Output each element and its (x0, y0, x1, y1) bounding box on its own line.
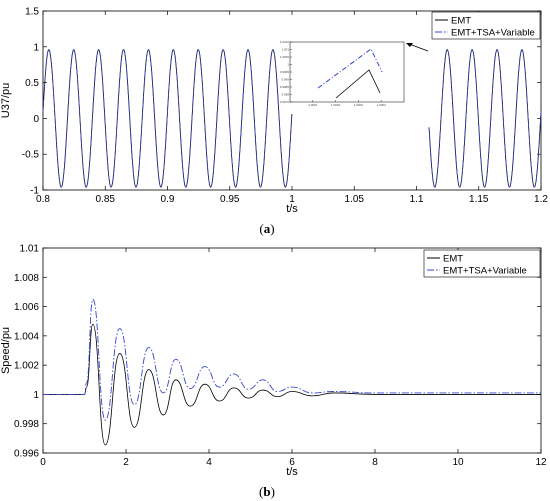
panel-b-series-emt-line (42, 323, 541, 446)
panel-b-legend-label-1: EMT (443, 254, 463, 265)
inset-y-tick-label: 0.9985 (280, 85, 290, 89)
inset-y-tick-label: 0.9995 (280, 70, 290, 74)
panel-a-series-emt-tsa-variable-line (42, 49, 542, 188)
panel-b-legend-label-2: EMT+TSA+Variable (443, 266, 527, 277)
panel-a-caption-letter: a (264, 221, 271, 236)
panel-b-y-tick-label: 1.004 (14, 331, 39, 342)
inset-x-tick-label: 1.0004 (377, 103, 387, 107)
panel-b-x-tick-label: 4 (206, 457, 212, 468)
inset-y-tick-label: 1.0015 (280, 40, 290, 44)
panel-b-y-tick-label: 1.008 (14, 273, 39, 284)
panel-b-y-tick-label: 1.01 (20, 244, 40, 255)
panel-b-legend-box (423, 249, 541, 278)
panel-a-x-tick-label: 1.05 (345, 194, 365, 205)
inset-line-emt-tsa-variable (317, 48, 383, 89)
panel-b-caption: (b) (259, 484, 275, 499)
panel-a-x-tick-label: 0.95 (220, 194, 240, 205)
panel-a-legend-label-1: EMT (451, 16, 471, 27)
panel-a-x-tick-label: 0.9 (161, 194, 175, 205)
panel-a-x-tick-label: 1 (289, 194, 295, 205)
chart-panel-a: 0.8 0.85 0.9 0.95 1 1.05 1.1 1.15 1.2 -1 -0.5 0 0.5 1… (0, 7, 548, 216)
panel-b-x-tick-label: 12 (535, 457, 547, 468)
panel-b-y-axis-label: Speed/pu (0, 327, 12, 374)
inset-y-tick-label: 0.999 (281, 78, 289, 82)
panel-a-x-tick-label: 1.1 (410, 194, 424, 205)
panel-a-x-tick-label: 1.2 (534, 194, 548, 205)
inset-x-tick-label: 1.0001 (308, 103, 318, 107)
panel-a-x-tick-label: 1.15 (469, 194, 489, 205)
inset-y-tick-label: 1.0005 (280, 55, 290, 59)
inset-x-tick-label: 1.0002 (331, 103, 341, 107)
panel-a-y-tick-label: -0.5 (22, 150, 40, 161)
panel-a-y-tick-label: -1 (30, 186, 39, 197)
inset-pointer-arrowhead (406, 43, 413, 47)
panel-b-caption-letter: b (263, 484, 270, 499)
panel-b-plot-frame (42, 247, 542, 454)
inset-line-emt (335, 69, 381, 99)
panel-b-x-tick-label: 0 (40, 457, 46, 468)
panel-b-x-tick-label: 10 (452, 457, 464, 468)
inset-frame (289, 41, 405, 103)
panel-b-x-axis-label: t/s (286, 466, 298, 478)
inset-y-tick-label: 0.998 (281, 93, 289, 97)
panel-b-x-tick-label: 6 (289, 457, 295, 468)
inset-pointer-arrow (408, 43, 429, 52)
panel-a-y-tick-label: 0.5 (25, 78, 39, 89)
panel-a-y-tick-label: 1 (33, 42, 39, 53)
panel-b-y-tick-label: 1 (33, 390, 39, 401)
panel-a-x-axis-label: t/s (286, 203, 298, 215)
panel-a-y-axis-label: U37/pu (0, 83, 12, 118)
panel-a-y-tick-label: 1.5 (25, 7, 39, 18)
panel-b-x-tick-label: 2 (123, 457, 129, 468)
panel-b-series-emt-tsa-variable-line (42, 298, 541, 421)
panel-a-legend-label-2: EMT+TSA+Variable (451, 28, 535, 39)
panel-a-y-tick-label: 0 (33, 114, 39, 125)
panel-b-y-tick-label: 0.996 (14, 449, 39, 460)
panel-b-x-tick-label: 8 (372, 457, 378, 468)
inset-x-tick-label: 1.0003 (354, 103, 364, 107)
inset-y-tick-label: 1 (287, 63, 289, 67)
panel-a-legend-box (431, 11, 541, 40)
chart-panel-b: 0 2 4 6 8 10 12 0.996 0.998 1 1.002 1.004 1.006 1.008… (0, 244, 547, 479)
panel-a-x-tick-label: 0.85 (96, 194, 116, 205)
panel-b-y-tick-label: 1.002 (14, 361, 39, 372)
panel-a-x-tick-label: 0.8 (36, 194, 50, 205)
panel-a-caption: (a) (259, 221, 274, 236)
inset-y-tick-label: 1.001 (281, 48, 289, 52)
inset-y-tick-label: 0.9975 (280, 100, 290, 104)
panel-b-y-tick-label: 0.998 (14, 419, 39, 430)
panel-b-y-tick-label: 1.006 (14, 302, 39, 313)
